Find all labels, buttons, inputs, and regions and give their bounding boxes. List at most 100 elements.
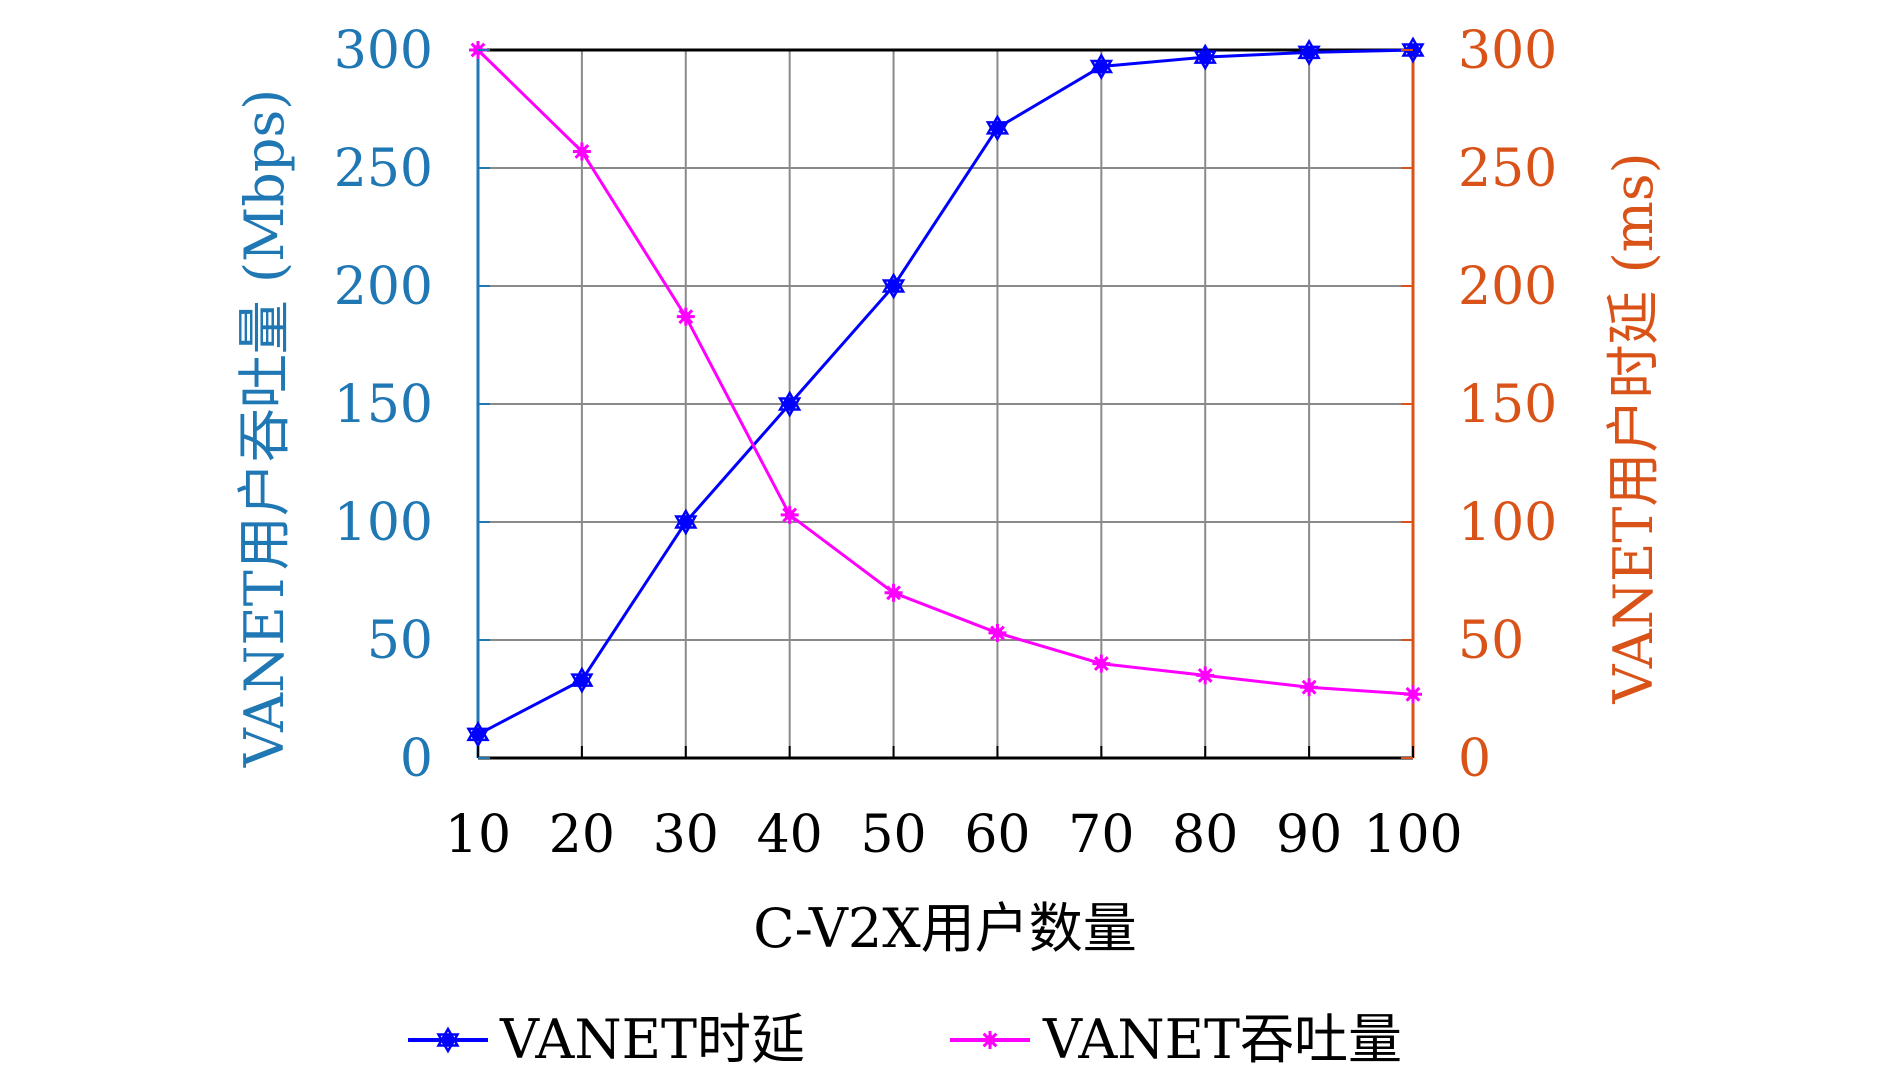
- y-right-tick-label-0: 0: [1458, 729, 1491, 789]
- series-0-point-3: [777, 390, 802, 418]
- series-0-point-4-tri-a: [881, 272, 906, 293]
- series-0-line: [477, 48, 1414, 736]
- series-1-point-9: [1404, 685, 1422, 704]
- legend-marker-series-0-shape-tri-a: [436, 1026, 460, 1047]
- series-0-point-6-tri-b: [1089, 59, 1114, 80]
- series-1-point-4-core: [888, 587, 899, 598]
- y-right-tick-label-1: 50: [1458, 611, 1524, 671]
- series-0-point-1-tri-b: [570, 673, 594, 694]
- series-0-point-9-tri-b: [1401, 43, 1425, 64]
- series-1-point-5-core: [992, 627, 1003, 638]
- legend-label-series-1: VANET吞吐量: [1042, 1008, 1402, 1068]
- x-tick-label-4: 50: [860, 805, 926, 865]
- series-0-point-3-tri-a: [777, 390, 802, 411]
- x-tick-label-1: 20: [549, 805, 615, 865]
- series-0-point-1-core: [576, 675, 587, 686]
- series-0-point-7: [1193, 43, 1217, 71]
- legend-marker-series-0-shape-tri-b: [436, 1033, 460, 1054]
- series-1-point-6-core: [1096, 658, 1107, 669]
- y-left-tick-label-0: 0: [400, 729, 433, 789]
- legend-marker-series-0-shape-core: [443, 1035, 453, 1045]
- series-1-point-1-core: [576, 146, 587, 157]
- legend-marker-series-0: [436, 1026, 460, 1054]
- series-0-point-2-tri-b: [674, 515, 698, 536]
- series-0-point-6-core: [1096, 61, 1107, 72]
- series-0-point-6: [1089, 53, 1114, 80]
- series-0-point-7-core: [1200, 52, 1211, 63]
- series-0-point-8-tri-a: [1297, 38, 1321, 60]
- series-1-point-6: [1092, 654, 1111, 673]
- series-0-point-3-tri-b: [777, 397, 802, 418]
- series-0-point-4-core: [888, 281, 899, 291]
- series-0-point-5-core: [992, 122, 1003, 133]
- series-0-point-9: [1401, 36, 1425, 64]
- y-left-tick-label-2: 100: [334, 493, 433, 553]
- grid-layer: [478, 50, 1413, 758]
- series-0-point-7-tri-b: [1193, 50, 1217, 71]
- series-0-point-0-core: [473, 729, 483, 740]
- series-1-line: [476, 48, 1414, 696]
- y-right-tick-label-3: 150: [1458, 375, 1557, 435]
- series-0-point-9-tri-a: [1401, 36, 1425, 57]
- y-left-tick-label-4: 200: [334, 257, 433, 317]
- series-1-point-9-core: [1408, 689, 1418, 700]
- y-left-tick-label-5: 250: [334, 139, 433, 199]
- series-0-point-2: [674, 508, 698, 536]
- legend-marker-series-1-shape-core: [985, 1035, 995, 1045]
- y-axis-left-title: VANET用户吞吐量 (Mbps): [233, 89, 296, 768]
- x-axis-title: C-V2X用户数量: [753, 897, 1136, 960]
- y-right-tick-label-5: 250: [1458, 139, 1557, 199]
- y-left-tick-label-3: 150: [334, 375, 433, 435]
- series-0-point-2-tri-a: [674, 508, 698, 529]
- series-0-point-0-tri-b: [466, 727, 490, 748]
- x-tick-label-8: 90: [1276, 805, 1342, 865]
- series-0-point-0-tri-a: [466, 720, 490, 742]
- series-1-point-4: [884, 583, 903, 602]
- x-tick-label-2: 30: [653, 805, 719, 865]
- legend-marker-series-0-shape: [436, 1026, 460, 1054]
- series-1-point-8-core: [1304, 682, 1315, 693]
- legend-label-series-0: VANET时延: [499, 1008, 805, 1068]
- x-tick-label-6: 70: [1068, 805, 1134, 865]
- legend-marker-series-1-shape: [981, 1031, 999, 1049]
- series-0-point-8: [1297, 38, 1321, 66]
- series-0-point-5-tri-a: [985, 114, 1010, 135]
- series-0-point-1-tri-a: [570, 666, 594, 687]
- y-right-tick-label-2: 100: [1458, 493, 1557, 553]
- ticks-layer: 10 20 30 40 50 60 70 80 90 100 0 0 50 50 100 100 150 150 2…: [334, 21, 1558, 865]
- series-1-point-3-core: [784, 509, 795, 520]
- legend: VANET时延 VANET吞吐量: [408, 1008, 1402, 1068]
- series-0-point-8-tri-b: [1297, 45, 1321, 66]
- y-left-tick-label-1: 50: [367, 611, 433, 671]
- x-tick-label-0: 10: [445, 805, 511, 865]
- series-0-point-0: [466, 720, 490, 748]
- series-0-point-5: [985, 114, 1010, 142]
- legend-marker-series-1: [981, 1031, 999, 1049]
- y-right-tick-label-4: 200: [1458, 257, 1557, 317]
- series-0-point-8-core: [1304, 47, 1315, 58]
- x-tick-label-7: 80: [1172, 805, 1238, 865]
- x-tick-label-5: 60: [964, 805, 1030, 865]
- series-1-point-2: [676, 307, 695, 326]
- series-1-point-8: [1300, 678, 1319, 697]
- y-right-tick-label-6: 300: [1458, 21, 1557, 81]
- series-1-point-3: [780, 505, 799, 524]
- series-0-point-5-tri-b: [985, 121, 1010, 142]
- series-0-point-4-tri-b: [881, 279, 906, 300]
- x-tick-label-9: 100: [1363, 805, 1462, 865]
- series-0-point-2-core: [680, 517, 691, 527]
- series-1-point-2-core: [680, 311, 691, 322]
- y-left-tick-label-6: 300: [334, 21, 433, 81]
- series-1-point-7-core: [1200, 670, 1211, 681]
- y-axis-right-title: VANET用户时延 (ms): [1602, 152, 1665, 704]
- series-1-point-7: [1196, 666, 1215, 685]
- series-0-point-6-tri-a: [1089, 53, 1114, 74]
- series-0-point-7-tri-a: [1193, 43, 1217, 64]
- series-1-point-5: [988, 623, 1007, 642]
- series-0-point-4: [881, 272, 906, 300]
- series-layer: [466, 36, 1425, 748]
- series-0-point-3-core: [784, 399, 795, 409]
- series-1-point-1: [572, 142, 591, 161]
- x-tick-label-3: 40: [757, 805, 823, 865]
